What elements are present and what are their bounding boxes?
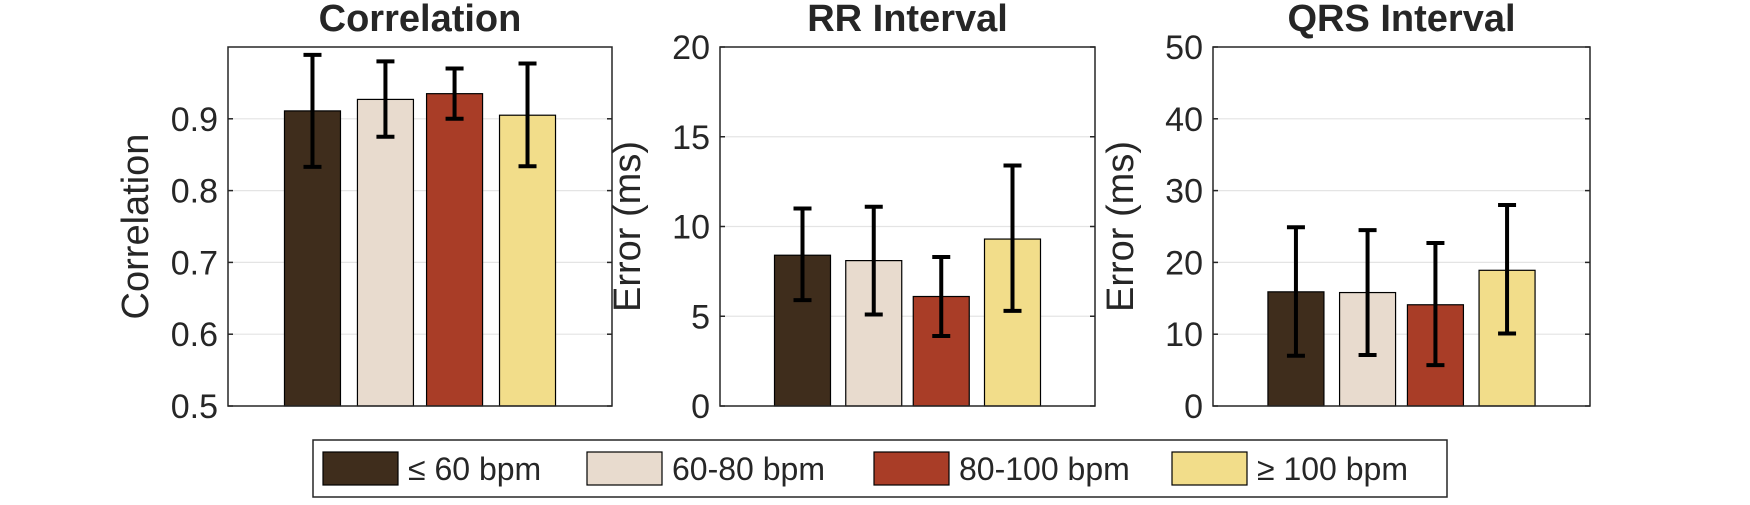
panel-3-axes-box	[1212, 46, 1591, 407]
legend-swatch-2	[586, 451, 663, 486]
panel-3-title: QRS Interval	[1287, 0, 1515, 40]
legend-label-3: 80-100 bpm	[959, 451, 1130, 487]
panel-1-ytick-label: 0.9	[171, 101, 218, 139]
legend-swatch-4	[1171, 451, 1248, 486]
panel-1-bar-2	[356, 98, 415, 407]
panel-2-title: RR Interval	[807, 0, 1008, 40]
panel-1-title: Correlation	[319, 0, 522, 40]
panel-1-ytick-label: 0.8	[171, 173, 218, 211]
panel-2-ytick-label: 15	[672, 119, 710, 157]
panel-3-ylabel: Error (ms)	[1100, 141, 1142, 312]
panel-1-bar-3	[425, 93, 484, 407]
panel-3-ytick-label: 30	[1165, 173, 1203, 211]
legend-label-2: 60-80 bpm	[672, 451, 825, 487]
legend-swatch-1	[322, 451, 399, 486]
panel-1-ytick-label: 0.5	[171, 388, 218, 426]
panel-3-ytick-label: 10	[1165, 316, 1203, 354]
panel-2-ytick-label: 5	[691, 298, 710, 336]
legend-swatch-3	[873, 451, 950, 486]
panel-3-ytick-label: 20	[1165, 244, 1203, 282]
panel-2-bar-4	[983, 238, 1042, 407]
legend-label-4: ≥ 100 bpm	[1257, 451, 1408, 487]
panel-2-ytick-label: 20	[672, 29, 710, 67]
panel-3-ytick-label: 0	[1184, 388, 1203, 426]
panel-2-ytick-label: 10	[672, 209, 710, 247]
panel-3-ytick-label: 50	[1165, 29, 1203, 67]
panel-1-axes-box	[227, 46, 613, 407]
panel-3-ytick-label: 40	[1165, 101, 1203, 139]
panel-2-ylabel: Error (ms)	[607, 141, 649, 312]
panel-2-ytick-label: 0	[691, 388, 710, 426]
panel-1-ylabel: Correlation	[115, 134, 157, 320]
legend-label-1: ≤ 60 bpm	[408, 451, 541, 487]
panel-1-ytick-label: 0.6	[171, 316, 218, 354]
panel-1-ytick-label: 0.7	[171, 244, 218, 282]
